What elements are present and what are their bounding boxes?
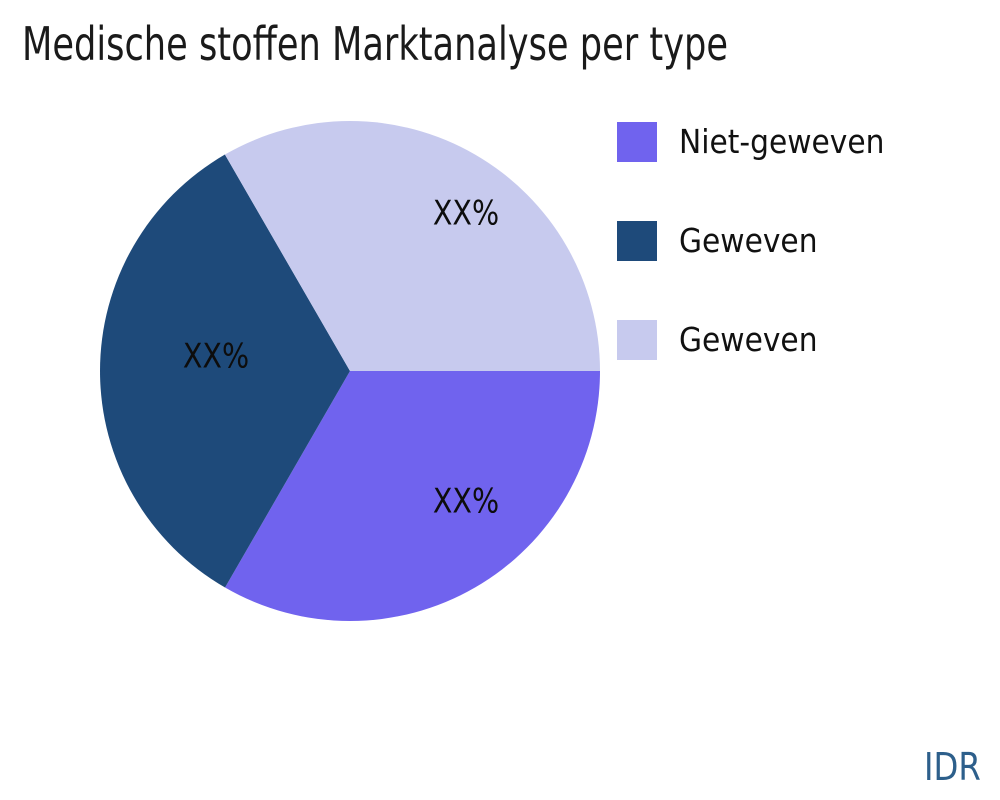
pie-slice-1 [100, 154, 351, 588]
watermark-idr: IDR [924, 745, 981, 789]
legend-item-geweven-light: Geweven [617, 320, 907, 360]
legend-swatch-geweven-light [617, 320, 657, 360]
slice-percentage-label-2: XX% [433, 194, 499, 233]
pie-slice-0 [225, 371, 601, 621]
pie-slice-2 [224, 121, 600, 371]
pie-labels-group: XX% XX% XX% [183, 194, 499, 521]
legend-swatch-niet-geweven [617, 122, 657, 162]
legend-label-geweven-light: Geweven [679, 320, 818, 359]
legend: Niet-geweven Geweven Geweven [617, 122, 907, 419]
legend-item-geweven-dark: Geweven [617, 221, 907, 261]
legend-label-geweven-dark: Geweven [679, 221, 818, 260]
slice-percentage-label-1: XX% [183, 337, 249, 376]
legend-label-niet-geweven: Niet-geweven [679, 122, 885, 161]
legend-swatch-geweven-dark [617, 221, 657, 261]
legend-item-niet-geweven: Niet-geweven [617, 122, 907, 162]
slice-percentage-label-0: XX% [433, 482, 499, 521]
chart-title: Medische stoffen Marktanalyse per type [22, 17, 729, 71]
pie-slices-group [100, 121, 601, 621]
